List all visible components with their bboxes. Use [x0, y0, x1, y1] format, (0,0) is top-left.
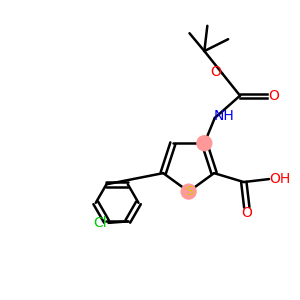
- Text: NH: NH: [214, 109, 235, 123]
- Text: O: O: [210, 65, 221, 79]
- Text: OH: OH: [269, 172, 290, 186]
- Text: O: O: [241, 206, 252, 220]
- Text: Cl: Cl: [93, 216, 107, 230]
- Circle shape: [181, 184, 196, 199]
- Text: O: O: [268, 89, 279, 103]
- Circle shape: [197, 136, 212, 151]
- Text: S: S: [184, 185, 193, 198]
